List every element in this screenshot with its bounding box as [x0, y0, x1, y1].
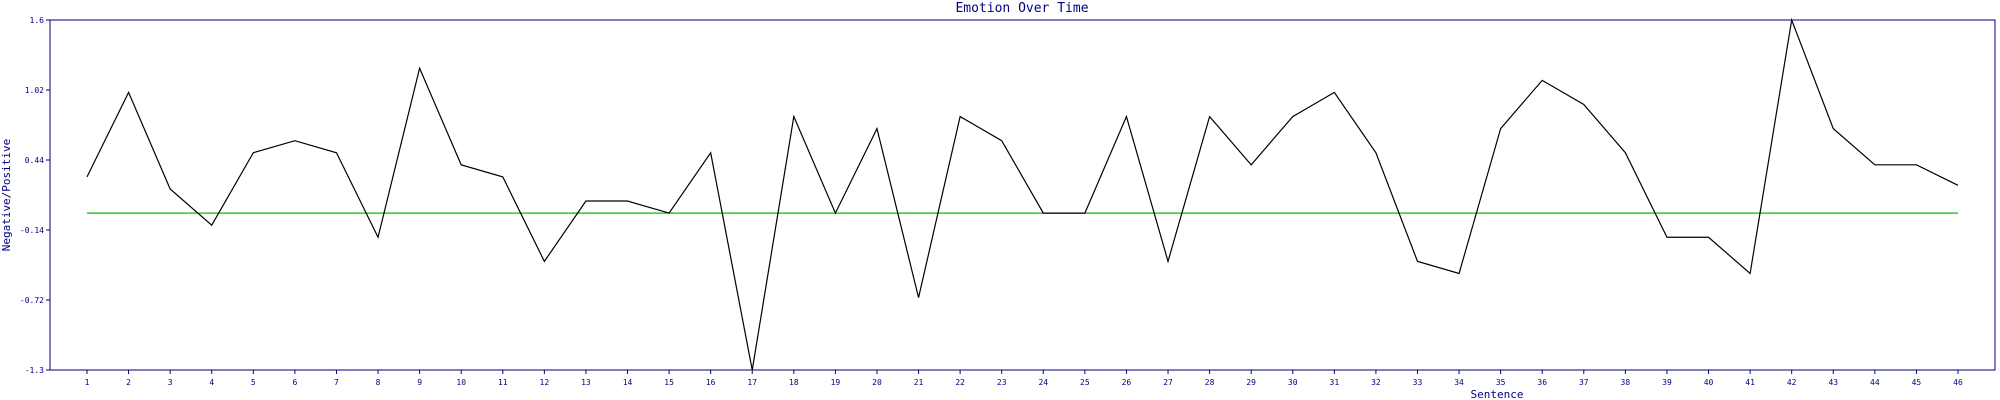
x-tick-label: 33 — [1413, 378, 1423, 387]
y-tick-label: -0.72 — [20, 296, 44, 305]
x-tick-label: 9 — [417, 378, 422, 387]
chart-title: Emotion Over Time — [955, 1, 1088, 16]
x-tick-label: 28 — [1205, 378, 1215, 387]
x-tick-label: 3 — [168, 378, 173, 387]
y-tick-label: 1.02 — [25, 86, 44, 95]
x-tick-label: 13 — [581, 378, 591, 387]
x-tick-label: 20 — [872, 378, 882, 387]
x-tick-label: 15 — [664, 378, 674, 387]
series-layer — [86, 17, 1959, 371]
x-tick-label: 36 — [1537, 378, 1547, 387]
x-tick-label: 18 — [789, 378, 799, 387]
x-tick-label: 42 — [1787, 378, 1797, 387]
x-tick-label: 29 — [1246, 378, 1256, 387]
x-tick-label: 35 — [1496, 378, 1506, 387]
y-axis-ticks: 1.6 1.02 0.44 -0.14 -0.72 -1.3 — [20, 16, 50, 375]
y-tick-label: -1.3 — [25, 366, 44, 375]
plot-frame — [49, 19, 1996, 371]
x-tick-label: 32 — [1371, 378, 1381, 387]
emotion-series-line — [86, 17, 1959, 371]
x-tick-label: 34 — [1454, 378, 1464, 387]
x-tick-label: 38 — [1621, 378, 1631, 387]
x-tick-label: 27 — [1163, 378, 1173, 387]
x-tick-label: 5 — [251, 378, 256, 387]
y-tick-label: -0.14 — [20, 226, 44, 235]
x-tick-label: 26 — [1122, 378, 1132, 387]
x-tick-label: 14 — [623, 378, 633, 387]
x-axis-ticks: 1 2 3 4 5 6 7 8 9 10 11 12 13 14 15 16 17 18 19 20 21 22 23 24 2… — [85, 370, 1963, 387]
x-tick-label: 40 — [1704, 378, 1714, 387]
x-tick-label: 31 — [1330, 378, 1340, 387]
x-tick-label: 22 — [955, 378, 965, 387]
x-tick-label: 37 — [1579, 378, 1589, 387]
x-tick-label: 46 — [1953, 378, 1963, 387]
x-tick-label: 17 — [747, 378, 757, 387]
x-tick-label: 44 — [1870, 378, 1880, 387]
x-tick-label: 30 — [1288, 378, 1298, 387]
x-tick-label: 19 — [831, 378, 841, 387]
y-tick-label: 1.6 — [30, 16, 45, 25]
x-tick-label: 24 — [1038, 378, 1048, 387]
x-tick-label: 1 — [85, 378, 90, 387]
x-tick-label: 23 — [997, 378, 1007, 387]
x-tick-label: 2 — [126, 378, 131, 387]
x-tick-label: 41 — [1745, 378, 1755, 387]
x-tick-label: 21 — [914, 378, 924, 387]
x-tick-label: 6 — [292, 378, 297, 387]
x-tick-label: 12 — [540, 378, 550, 387]
y-axis-label: Negative/Positive — [0, 139, 13, 252]
x-tick-label: 8 — [376, 378, 381, 387]
x-tick-label: 39 — [1662, 378, 1672, 387]
x-tick-label: 10 — [456, 378, 466, 387]
x-tick-label: 4 — [209, 378, 214, 387]
y-tick-label: 0.44 — [25, 156, 44, 165]
x-tick-label: 45 — [1912, 378, 1922, 387]
x-tick-label: 25 — [1080, 378, 1090, 387]
x-tick-label: 7 — [334, 378, 339, 387]
x-tick-label: 11 — [498, 378, 508, 387]
x-tick-label: 43 — [1828, 378, 1838, 387]
x-tick-label: 16 — [706, 378, 716, 387]
x-axis-label: Sentence — [1471, 388, 1524, 400]
